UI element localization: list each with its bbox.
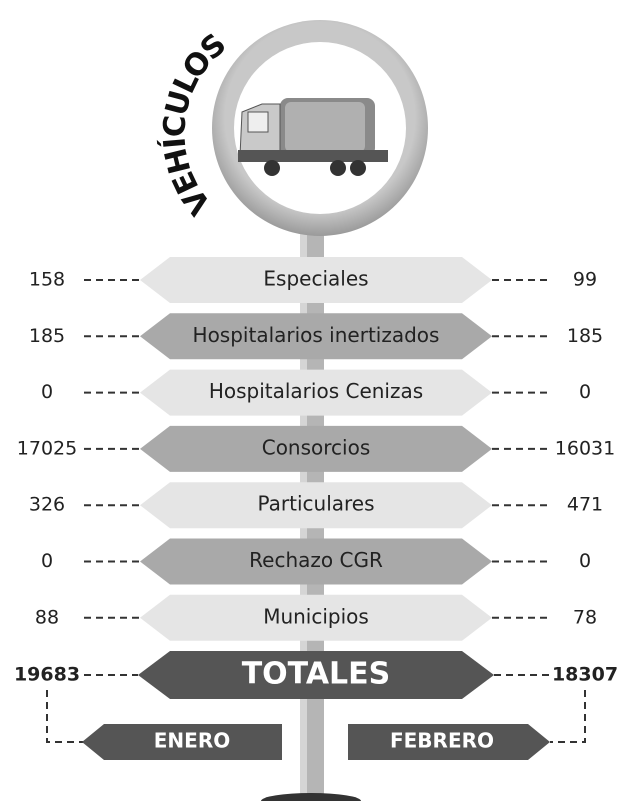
total-febrero: 18307 — [552, 664, 618, 686]
value-enero: 158 — [29, 269, 65, 291]
value-febrero: 0 — [579, 381, 591, 403]
value-enero: 326 — [29, 494, 65, 516]
sign-label: Especiales — [263, 267, 368, 291]
value-febrero: 99 — [573, 269, 597, 291]
dash-connector-right — [550, 690, 585, 742]
total-enero: 19683 — [14, 664, 80, 686]
sign-label: Consorcios — [262, 435, 371, 459]
sign-label: Rechazo CGR — [249, 548, 383, 572]
sign-label: Hospitalarios Cenizas — [209, 379, 423, 403]
value-febrero: 16031 — [555, 437, 615, 459]
month-febrero: FEBRERO — [390, 729, 494, 753]
infographic: VEHÍCULOS Especiales15899Hospitalarios i… — [0, 0, 622, 801]
totals-label: TOTALES — [242, 657, 391, 692]
value-enero: 185 — [29, 325, 65, 347]
value-febrero: 185 — [567, 325, 603, 347]
sign-label: Municipios — [263, 604, 369, 628]
value-enero: 0 — [41, 550, 53, 572]
pole-base — [261, 793, 361, 801]
value-enero: 0 — [41, 381, 53, 403]
month-enero: ENERO — [154, 729, 230, 753]
value-enero: 17025 — [17, 437, 77, 459]
sign-label: Hospitalarios inertizados — [193, 323, 440, 347]
sign-label: Particulares — [257, 492, 374, 516]
value-febrero: 0 — [579, 550, 591, 572]
value-enero: 88 — [35, 606, 59, 628]
value-febrero: 78 — [573, 606, 597, 628]
dash-connector-left — [47, 690, 84, 742]
value-febrero: 471 — [567, 494, 603, 516]
